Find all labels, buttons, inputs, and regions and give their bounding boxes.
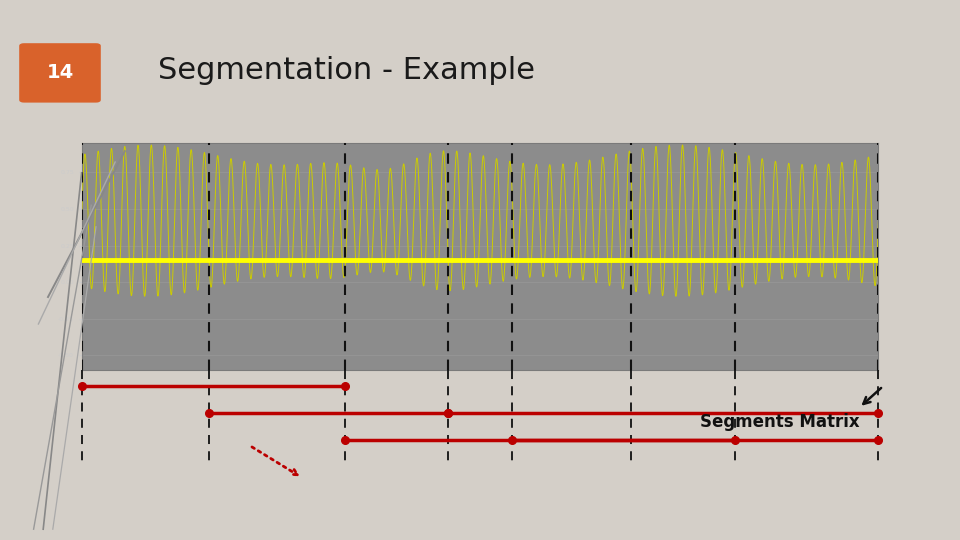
Text: Segmentation - Example: Segmentation - Example (158, 56, 536, 85)
Text: Segments Matrix: Segments Matrix (700, 413, 859, 431)
FancyBboxPatch shape (19, 43, 101, 103)
Text: 14: 14 (47, 63, 74, 83)
